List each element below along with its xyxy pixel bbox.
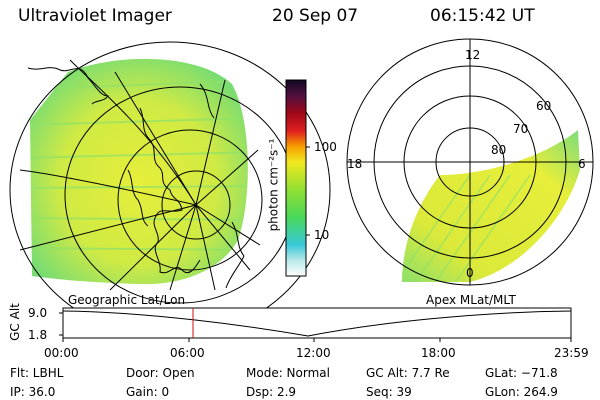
info-mode: Mode: Normal — [246, 366, 330, 380]
info-gcalt: GC Alt: 7.7 Re — [366, 366, 450, 380]
mlt-label-12: 12 — [465, 48, 481, 62]
instrument-title: Ultraviolet Imager — [18, 6, 172, 26]
altitude-plot — [59, 307, 572, 342]
altitude-ylabel: GC Alt — [7, 303, 22, 341]
info-glon: GLon: 264.9 — [485, 385, 558, 399]
colorbar-unit-label: photon cm⁻²s⁻¹ — [266, 138, 281, 232]
altitude-ytick-9: 9.0 — [28, 306, 48, 320]
xtick-0600: 06:00 — [170, 346, 205, 360]
coastline — [27, 67, 245, 289]
auroral-image-fill — [30, 58, 248, 285]
geo-lon-lines — [19, 59, 261, 291]
mlat-label-80: 80 — [491, 143, 507, 157]
info-glat: GLat: −71.8 — [485, 366, 558, 380]
date-label: 20 Sep 07 — [272, 6, 359, 26]
polar-grid — [346, 38, 594, 286]
polar-image-panel — [346, 38, 594, 286]
mlt-label-0: 0 — [466, 266, 474, 280]
colorbar-tick-10: 10 — [314, 228, 330, 242]
mlt-label-6: 6 — [578, 157, 586, 171]
info-ip: IP: 36.0 — [10, 385, 56, 399]
info-gain: Gain: 0 — [126, 385, 170, 399]
mlt-label-18: 18 — [347, 157, 363, 171]
mlat-label-70: 70 — [513, 122, 529, 136]
colorbar-tick-100: 100 — [314, 140, 337, 154]
geographic-label: Geographic Lat/Lon — [68, 293, 186, 307]
info-flt: Flt: LBHL — [10, 366, 64, 380]
colorbar — [285, 79, 310, 277]
info-seq: Seq: 39 — [366, 385, 412, 399]
altitude-xticks — [62, 338, 572, 342]
altitude-trace — [62, 310, 572, 337]
xtick-0000: 00:00 — [44, 346, 79, 360]
apex-label: Apex MLat/MLT — [426, 293, 516, 307]
geographic-image-panel — [9, 41, 331, 339]
info-door: Door: Open — [126, 366, 195, 380]
time-label: 06:15:42 UT — [430, 6, 535, 26]
xtick-1200: 12:00 — [296, 346, 331, 360]
xtick-2359: 23:59 — [554, 346, 589, 360]
altitude-ytick-1.8: 1.8 — [28, 328, 48, 342]
xtick-1800: 18:00 — [421, 346, 456, 360]
info-dsp: Dsp: 2.9 — [246, 385, 297, 399]
mlat-label-60: 60 — [536, 99, 552, 113]
geo-lat-circles — [9, 41, 331, 339]
